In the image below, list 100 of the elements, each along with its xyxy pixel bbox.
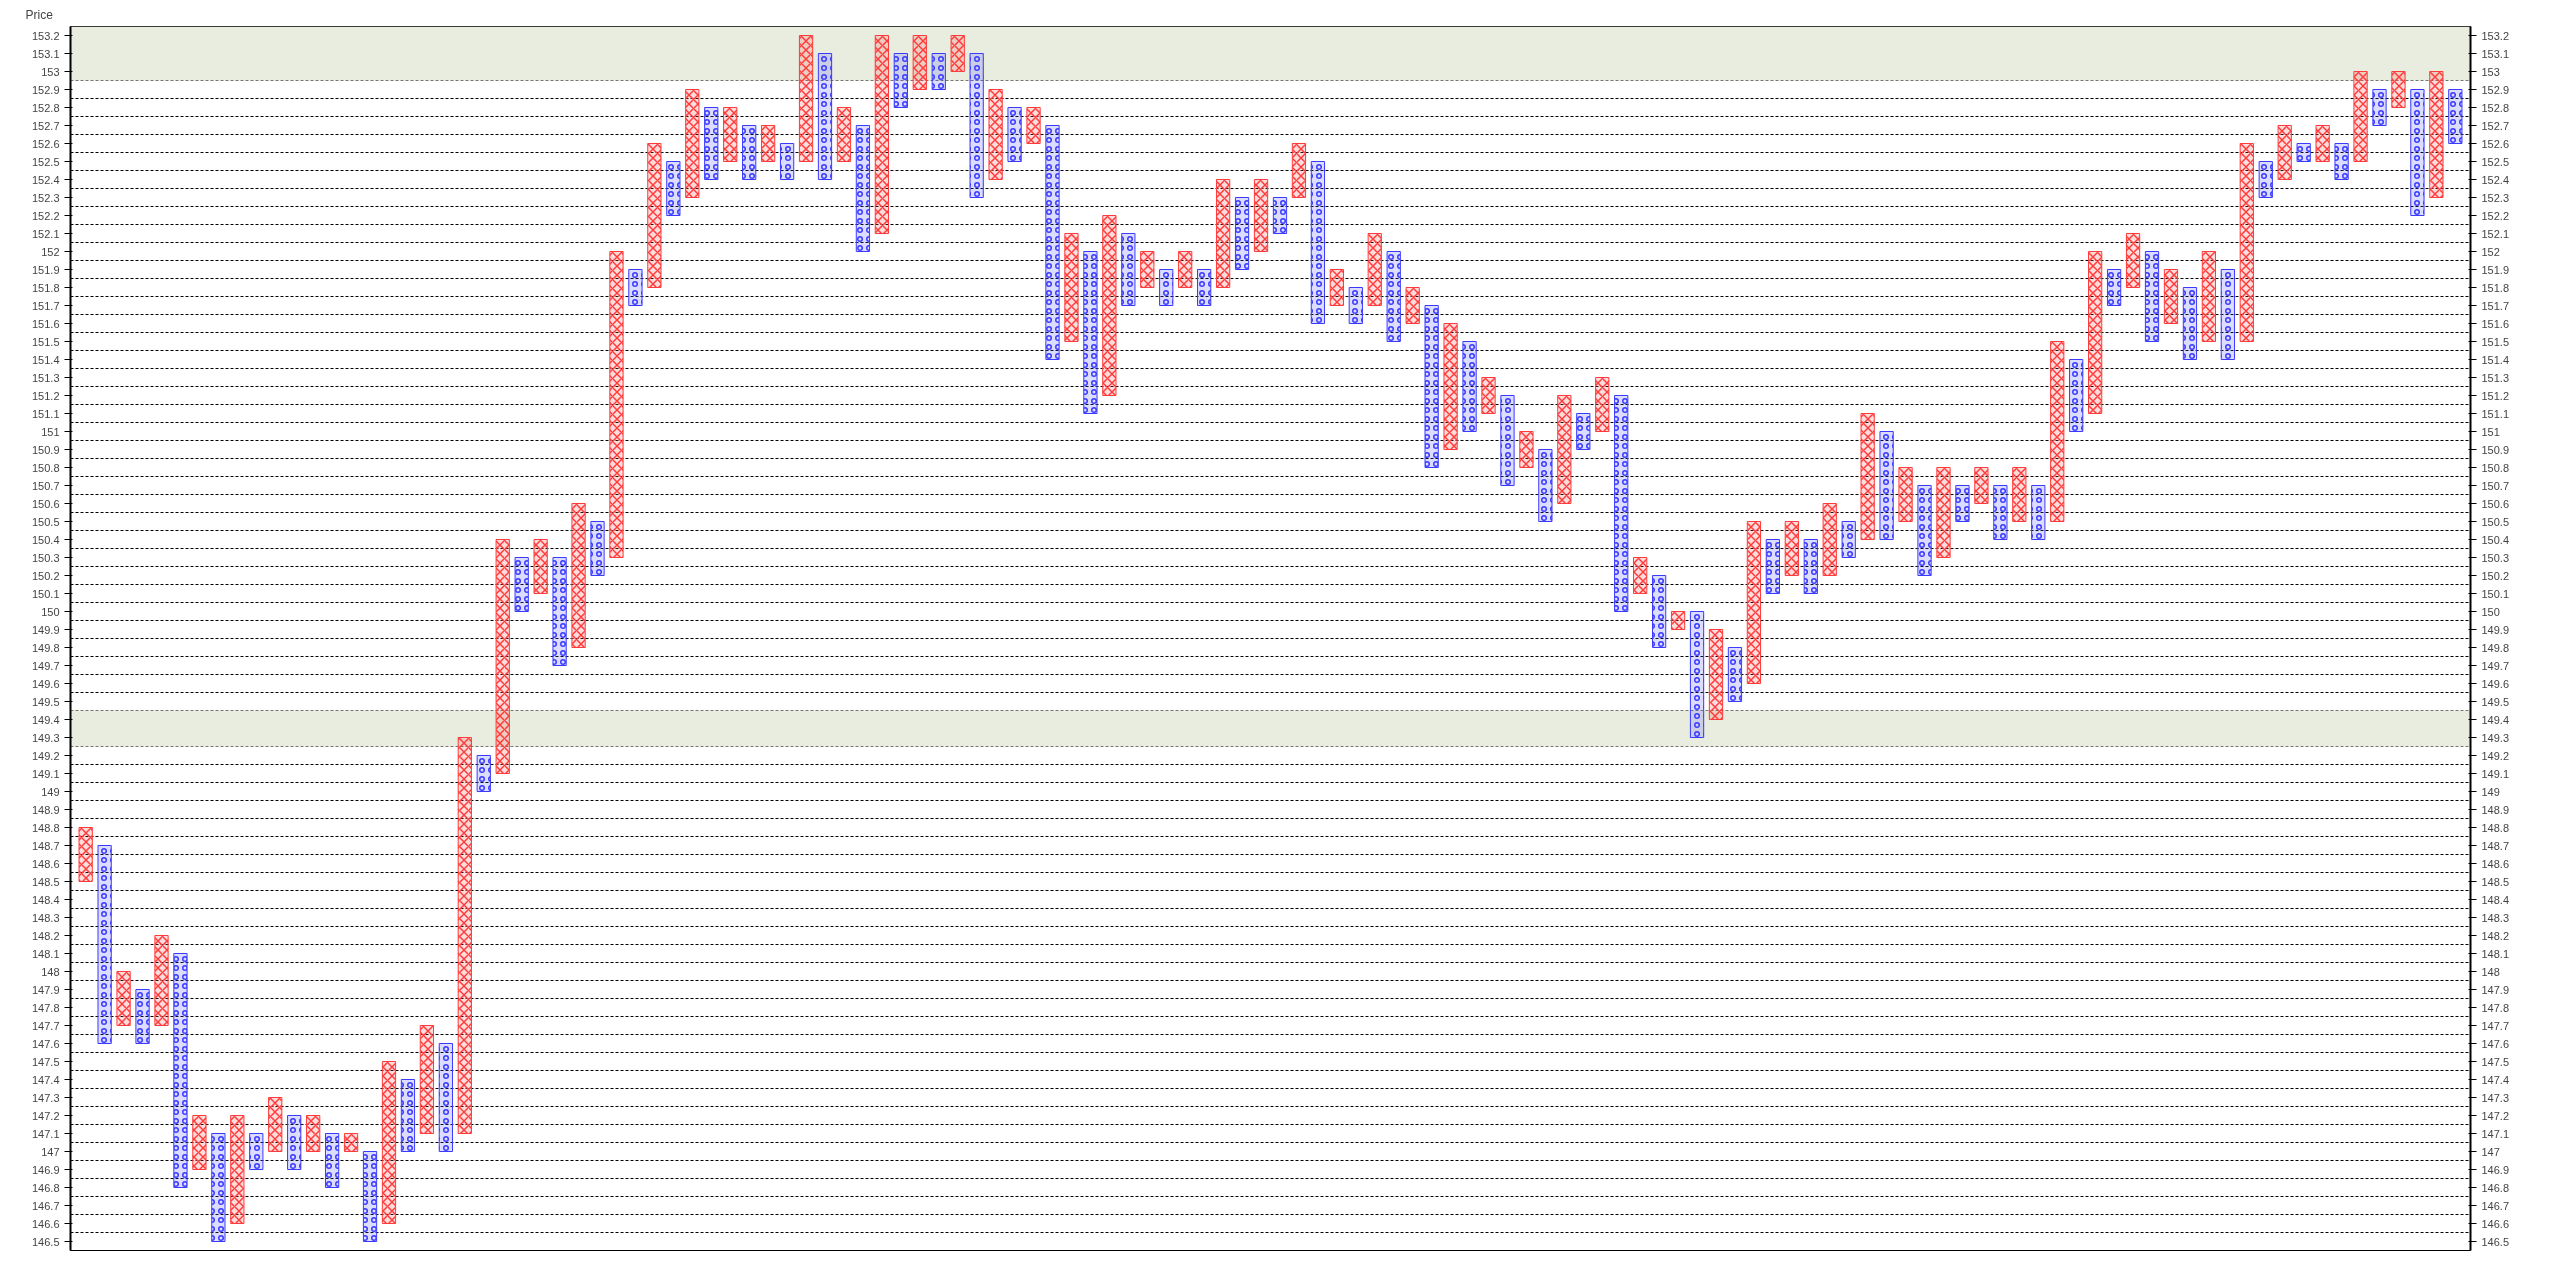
y-tick-label: 146.6 (31, 1217, 60, 1230)
y-tick-label: 150.2 (31, 569, 60, 582)
y-tick-label: 149.9 (31, 623, 60, 636)
y2-tick-label: 151 (2481, 425, 2500, 438)
y-tick-label: 151.6 (31, 317, 60, 330)
y-tick-label: 153 (41, 65, 60, 78)
y-tick-label: 149.1 (31, 767, 60, 780)
y2-tick-label: 150 (2481, 605, 2500, 618)
y2-tick-label: 150.7 (2481, 479, 2510, 492)
y2-tick-label: 148.8 (2481, 821, 2510, 834)
y-tick-label: 148 (41, 965, 60, 978)
y2-tick-label: 151.6 (2481, 317, 2510, 330)
y-tick-label: 152.5 (31, 155, 60, 168)
y2-tick-label: 151.3 (2481, 371, 2510, 384)
y-tick-label: 147.6 (31, 1037, 60, 1050)
y-tick-label: 152.8 (31, 101, 60, 114)
y-tick-label: 149.7 (31, 659, 60, 672)
y2-tick-label: 149.3 (2481, 731, 2510, 744)
y-tick-label: 152.3 (31, 191, 60, 204)
y2-tick-label: 152.8 (2481, 101, 2510, 114)
y2-tick-label: 149.4 (2481, 713, 2510, 726)
y2-tick-label: 148.9 (2481, 803, 2510, 816)
y-tick-label: 150.1 (31, 587, 60, 600)
y2-tick-label: 150.8 (2481, 461, 2510, 474)
y2-tick-label: 150.1 (2481, 587, 2510, 600)
y2-tick-label: 146.8 (2481, 1181, 2510, 1194)
y-tick-label: 149.4 (31, 713, 60, 726)
y-axis-title: Price (25, 7, 54, 22)
y-tick-label: 151.3 (31, 371, 60, 384)
y2-tick-label: 147.6 (2481, 1037, 2510, 1050)
y-tick-label: 150.3 (31, 551, 60, 564)
y-tick-label: 151.8 (31, 281, 60, 294)
y2-tick-label: 150.3 (2481, 551, 2510, 564)
y2-tick-label: 151.4 (2481, 353, 2510, 366)
y-tick-label: 148.1 (31, 947, 60, 960)
y-tick-label: 152.6 (31, 137, 60, 150)
y-tick-label: 148.8 (31, 821, 60, 834)
y2-tick-label: 152.4 (2481, 173, 2510, 186)
y2-tick-label: 147.5 (2481, 1055, 2510, 1068)
y2-tick-label: 148.2 (2481, 929, 2510, 942)
y-tick-label: 149 (41, 785, 60, 798)
y2-tick-label: 147.2 (2481, 1109, 2510, 1122)
y2-tick-label: 149.7 (2481, 659, 2510, 672)
y-tick-label: 153.1 (31, 47, 60, 60)
y2-tick-label: 149.8 (2481, 641, 2510, 654)
y-tick-label: 151.9 (31, 263, 60, 276)
y2-tick-label: 146.7 (2481, 1199, 2510, 1212)
y2-tick-label: 153 (2481, 65, 2500, 78)
y2-tick-label: 151.7 (2481, 299, 2510, 312)
y-tick-label: 151 (41, 425, 60, 438)
y-tick-label: 150.6 (31, 497, 60, 510)
y-tick-label: 146.7 (31, 1199, 60, 1212)
y2-tick-label: 152.3 (2481, 191, 2510, 204)
y-tick-label: 147.1 (31, 1127, 60, 1140)
y-tick-label: 148.4 (31, 893, 60, 906)
y-tick-label: 151.4 (31, 353, 60, 366)
y2-tick-label: 149.9 (2481, 623, 2510, 636)
y-tick-label: 148.2 (31, 929, 60, 942)
y2-tick-label: 148.3 (2481, 911, 2510, 924)
y-tick-label: 147.2 (31, 1109, 60, 1122)
y2-tick-label: 152.7 (2481, 119, 2510, 132)
y2-tick-label: 146.5 (2481, 1235, 2510, 1248)
y-tick-label: 149.2 (31, 749, 60, 762)
y-tick-label: 147.9 (31, 983, 60, 996)
y2-tick-label: 150.6 (2481, 497, 2510, 510)
y2-tick-label: 148.5 (2481, 875, 2510, 888)
y2-tick-label: 151.1 (2481, 407, 2510, 420)
y2-tick-label: 146.9 (2481, 1163, 2510, 1176)
y-tick-label: 146.9 (31, 1163, 60, 1176)
y-tick-label: 150.7 (31, 479, 60, 492)
y2-tick-label: 147.8 (2481, 1001, 2510, 1014)
y-tick-label: 146.8 (31, 1181, 60, 1194)
y2-tick-label: 149.5 (2481, 695, 2510, 708)
y2-tick-label: 152.9 (2481, 83, 2510, 96)
y-tick-label: 147.7 (31, 1019, 60, 1032)
y2-tick-label: 149.2 (2481, 749, 2510, 762)
y2-tick-label: 150.9 (2481, 443, 2510, 456)
y2-tick-label: 148.6 (2481, 857, 2510, 870)
y2-tick-label: 148.7 (2481, 839, 2510, 852)
y2-tick-label: 151.8 (2481, 281, 2510, 294)
y-tick-label: 152.9 (31, 83, 60, 96)
y-tick-label: 152 (41, 245, 60, 258)
y2-tick-label: 147.9 (2481, 983, 2510, 996)
y2-tick-label: 147.7 (2481, 1019, 2510, 1032)
y2-tick-label: 152.5 (2481, 155, 2510, 168)
y-tick-label: 149.8 (31, 641, 60, 654)
y-tick-label: 150.8 (31, 461, 60, 474)
y-tick-label: 152.2 (31, 209, 60, 222)
y-tick-label: 149.3 (31, 731, 60, 744)
y-tick-label: 147.3 (31, 1091, 60, 1104)
y-tick-label: 148.9 (31, 803, 60, 816)
y2-tick-label: 150.4 (2481, 533, 2510, 546)
y2-tick-label: 149.6 (2481, 677, 2510, 690)
y-tick-label: 151.5 (31, 335, 60, 348)
y-tick-label: 150.5 (31, 515, 60, 528)
y-tick-label: 147.8 (31, 1001, 60, 1014)
y-tick-label: 152.7 (31, 119, 60, 132)
y-tick-label: 148.5 (31, 875, 60, 888)
y2-tick-label: 148.4 (2481, 893, 2510, 906)
y-tick-label: 147 (41, 1145, 60, 1158)
